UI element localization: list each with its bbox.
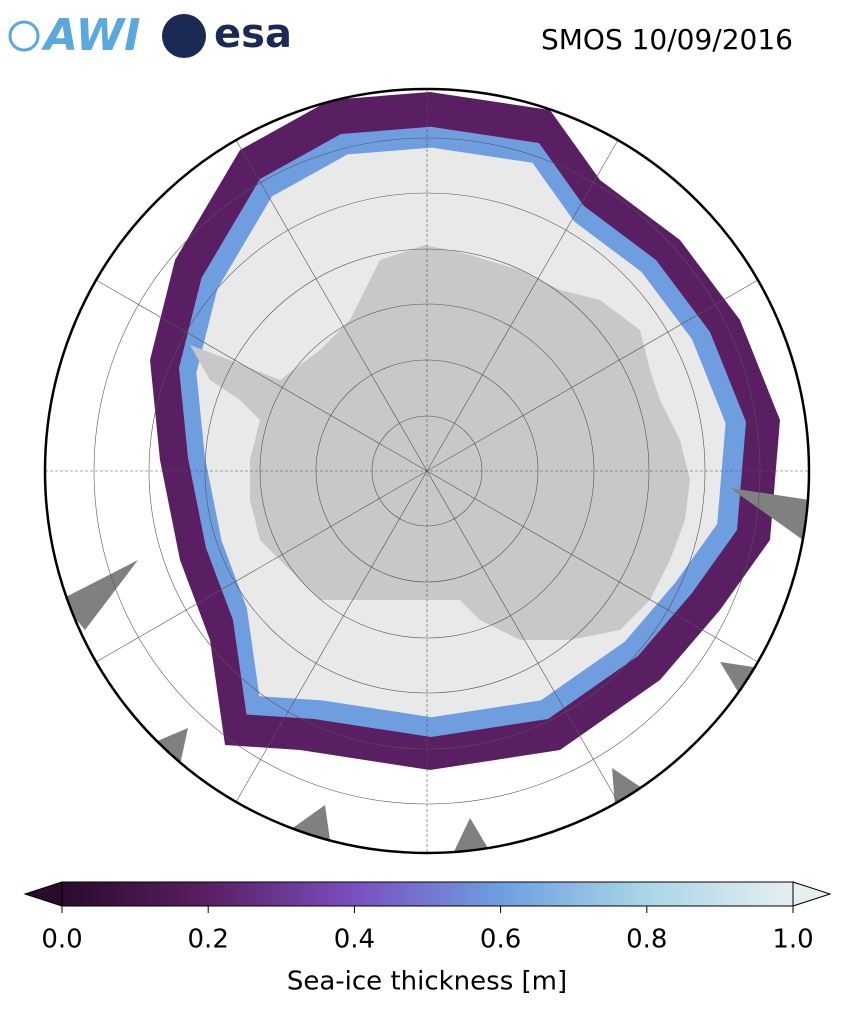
colorbar-bar — [61, 881, 794, 907]
colorbar-tick-label: 1.0 — [772, 925, 813, 955]
colorbar-tick-label: 0.0 — [41, 925, 82, 955]
colorbar-label: Sea-ice thickness [m] — [287, 967, 567, 997]
colorbar-extend — [23, 881, 63, 907]
colorbar-extend — [792, 881, 832, 907]
colorbar: Sea-ice thickness [m] 0.0 0.2 0.4 0.6 0.8 1.0 — [23, 881, 832, 997]
colorbar-tick-label: 0.6 — [480, 925, 521, 955]
colorbar-tick-label: 0.8 — [626, 925, 667, 955]
colorbar-tick-label: 0.2 — [188, 925, 229, 955]
logo-awi: AWI — [8, 10, 141, 61]
logo-icon — [162, 14, 206, 58]
map-frame — [43, 87, 811, 855]
graticule — [45, 89, 809, 853]
land — [190, 245, 690, 640]
logo-icon — [8, 20, 40, 52]
logo-text: esa — [214, 11, 292, 57]
map — [45, 89, 809, 853]
no-data — [60, 488, 809, 853]
logo-text: AWI — [41, 10, 141, 61]
title: SMOS 10/09/2016 — [541, 23, 793, 56]
colorbar-tick-label: 0.4 — [334, 925, 375, 955]
logo-esa: esa — [162, 11, 292, 58]
